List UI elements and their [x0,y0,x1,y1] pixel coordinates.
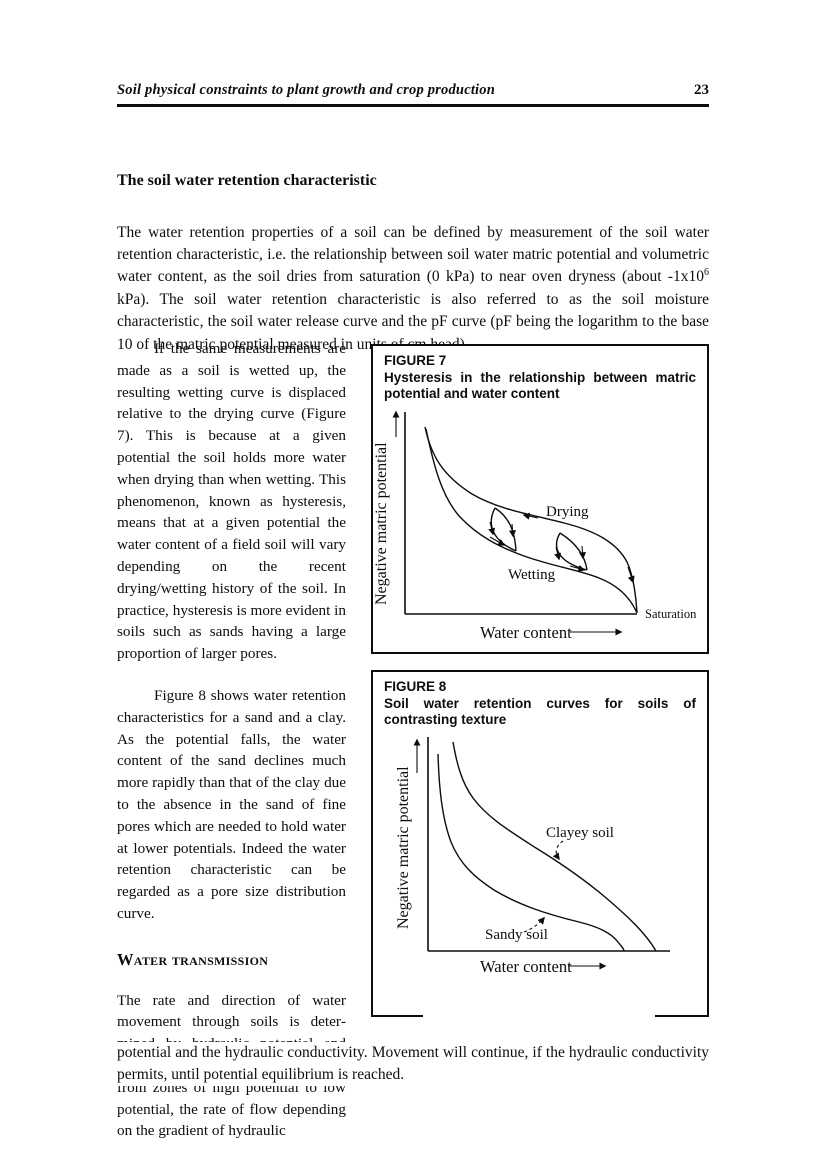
left-text-column: If the same measurements are made as a s… [117,338,346,1142]
figure8-graph: Negative matric potential Clayey soil Sa… [395,736,670,976]
intro-paragraph: The water retention properties of a soil… [117,222,709,356]
figure7-x-axis-label: Water content [480,623,572,642]
figure8-sand-curve [437,753,625,951]
paragraph-figure8: Figure 8 shows water retention character… [117,686,346,922]
figure7-wetting-curve [425,428,638,613]
figure8-title: Soil water retention curves for soils of… [384,695,696,728]
figure8-x-axis-label: Water content [480,957,572,976]
page-header: Soil physical constraints to plant growt… [117,82,709,107]
figure7-loop1-arrow-left-icon [488,521,496,535]
figure7-drying-direction-arrow-icon [522,512,539,520]
figure8-clay-curve-label: Clayey soil [546,825,614,841]
figure7-y-axis-label: Negative matric potential [373,441,390,604]
figure7-loop2-arrow-right-icon [578,545,587,559]
figure7-drying-curve [424,426,638,613]
figure8-y-axis-label: Negative matric potential [395,765,412,928]
figure7-loop1-arrow-right-icon [508,523,517,537]
figure8-clay-curve [452,741,657,951]
figure8-label: FIGURE 8 [384,679,447,694]
page-number: 23 [694,82,709,98]
figure7-wetting-direction-arrow2-icon [569,564,586,572]
figure8-clay-pointer-arrow-icon [552,840,564,860]
figure7-wetting-curve-label: Wetting [508,567,556,583]
superscript-exponent: 6 [704,267,709,279]
running-title: Soil physical constraints to plant growt… [117,82,495,98]
intro-text-1: The water retention properties of a soil… [117,223,709,286]
figure8-sand-pointer-arrow-icon [523,916,545,933]
figure8-box: FIGURE 8 Soil water retention curves for… [371,670,709,1017]
figure7-loop2-arrow-left-icon [554,546,562,560]
figure7-label: FIGURE 7 [384,353,447,368]
figure7-saturation-label: Saturation [645,607,697,621]
figure7-title: Hysteresis in the relationship between m… [384,369,696,402]
section-heading: The soil water retention characteristic [117,172,377,189]
figure7-graph: Negative matric potential Drying Wetting… [373,410,697,642]
intro-text-2: kPa). The soil water retention character… [117,290,709,353]
figure7-wetting-direction-arrow-icon [489,536,506,546]
figure7-drying-end-arrow-icon [627,566,635,583]
figure7-drying-curve-label: Drying [546,504,589,520]
paragraph-hysteresis: If the same measurements are made as a s… [117,340,346,663]
figure7-box: FIGURE 7 Hysteresis in the relationship … [371,344,709,654]
closing-paragraph: potential and the hydraulic conductivity… [117,1041,709,1087]
subsection-heading-water-transmission: Water transmission [117,949,269,969]
figure8-sand-curve-label: Sandy soil [485,927,548,943]
